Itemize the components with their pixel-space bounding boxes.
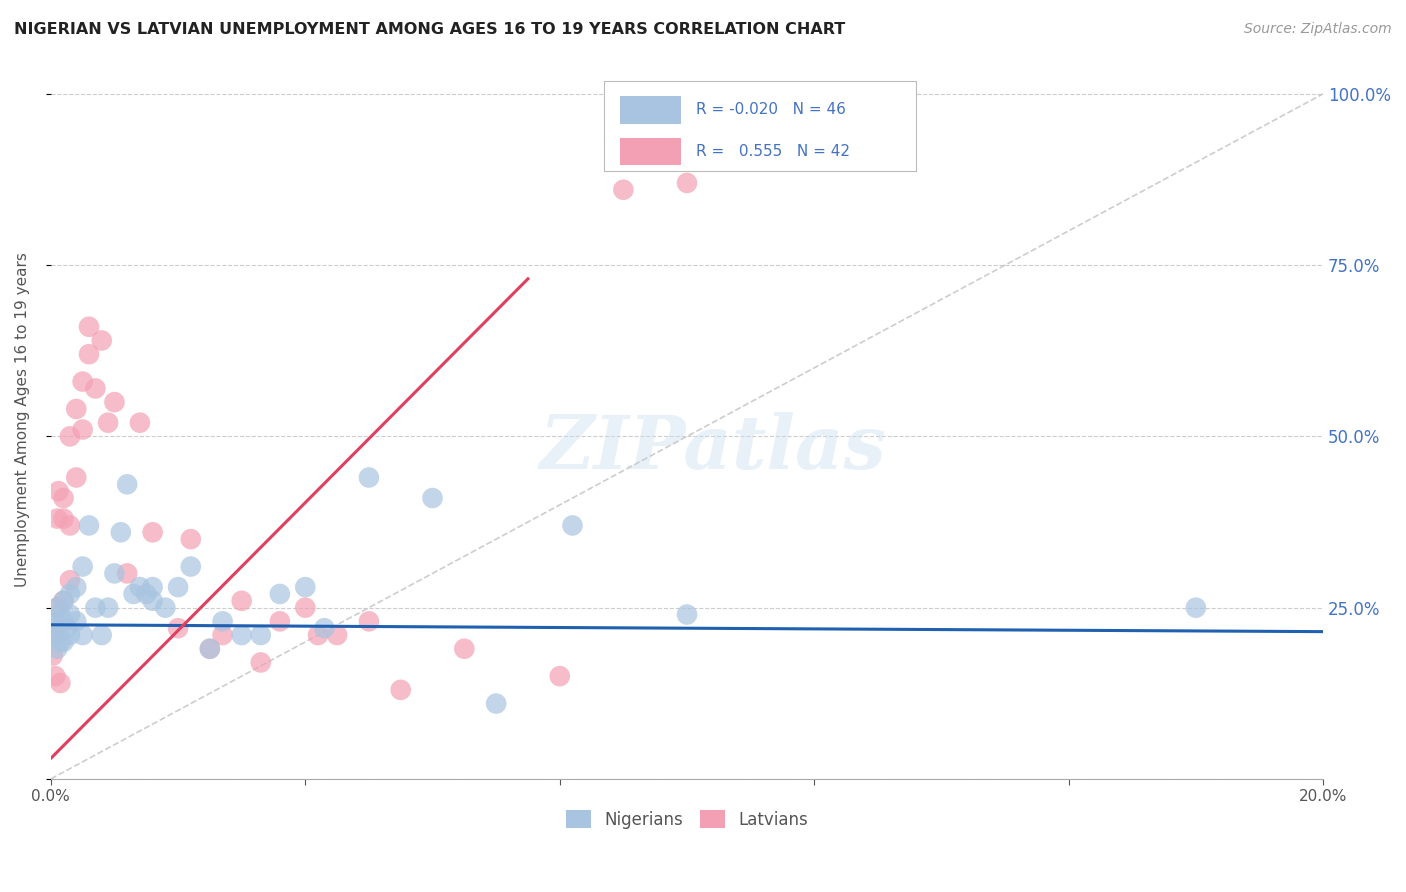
- Point: [49, 635, 72, 649]
- Point: [314, 621, 336, 635]
- Point: [72, 628, 94, 642]
- Point: [77, 518, 100, 533]
- Point: [307, 628, 329, 642]
- Text: Source: ZipAtlas.com: Source: ZipAtlas.com: [1244, 22, 1392, 37]
- Point: [231, 628, 253, 642]
- Point: [122, 587, 145, 601]
- Point: [294, 600, 316, 615]
- Point: [142, 594, 165, 608]
- FancyBboxPatch shape: [620, 137, 681, 165]
- Point: [59, 607, 82, 622]
- Point: [103, 566, 125, 581]
- Point: [42, 628, 65, 642]
- Point: [46, 511, 69, 525]
- Point: [59, 574, 82, 588]
- Point: [52, 594, 75, 608]
- Point: [90, 628, 112, 642]
- Point: [84, 600, 107, 615]
- Point: [44, 669, 66, 683]
- Point: [357, 470, 380, 484]
- Point: [326, 628, 349, 642]
- Point: [49, 607, 72, 622]
- Point: [135, 587, 157, 601]
- Point: [128, 580, 150, 594]
- Point: [485, 697, 508, 711]
- Text: ZIPatlas: ZIPatlas: [538, 412, 886, 484]
- Point: [142, 580, 165, 594]
- Point: [142, 525, 165, 540]
- Point: [167, 580, 190, 594]
- FancyBboxPatch shape: [605, 81, 915, 171]
- Point: [198, 641, 221, 656]
- Point: [389, 682, 412, 697]
- Text: R =   0.555   N = 42: R = 0.555 N = 42: [696, 144, 849, 159]
- Point: [612, 183, 634, 197]
- Point: [46, 600, 69, 615]
- Text: R = -0.020   N = 46: R = -0.020 N = 46: [696, 103, 846, 118]
- Point: [97, 600, 120, 615]
- Point: [72, 423, 94, 437]
- Point: [422, 491, 444, 505]
- Point: [46, 628, 69, 642]
- Point: [269, 615, 291, 629]
- Point: [84, 381, 107, 395]
- Point: [65, 580, 87, 594]
- Point: [59, 587, 82, 601]
- Point: [52, 491, 75, 505]
- Point: [77, 347, 100, 361]
- Point: [90, 334, 112, 348]
- Point: [155, 600, 177, 615]
- Point: [59, 518, 82, 533]
- Point: [72, 559, 94, 574]
- Point: [561, 518, 583, 533]
- Point: [269, 587, 291, 601]
- Point: [167, 621, 190, 635]
- FancyBboxPatch shape: [620, 96, 681, 124]
- Point: [46, 600, 69, 615]
- Y-axis label: Unemployment Among Ages 16 to 19 years: Unemployment Among Ages 16 to 19 years: [15, 252, 30, 587]
- Point: [453, 641, 475, 656]
- Point: [676, 176, 699, 190]
- Point: [115, 566, 138, 581]
- Point: [180, 559, 202, 574]
- Point: [65, 402, 87, 417]
- Point: [49, 676, 72, 690]
- Point: [72, 375, 94, 389]
- Point: [59, 628, 82, 642]
- Point: [128, 416, 150, 430]
- Point: [676, 607, 699, 622]
- Point: [65, 615, 87, 629]
- Point: [1185, 600, 1208, 615]
- Point: [231, 594, 253, 608]
- Point: [42, 648, 65, 663]
- Point: [249, 628, 271, 642]
- Point: [211, 628, 233, 642]
- Point: [97, 416, 120, 430]
- Point: [180, 532, 202, 546]
- Point: [77, 319, 100, 334]
- Point: [357, 615, 380, 629]
- Point: [211, 615, 233, 629]
- Point: [52, 635, 75, 649]
- Point: [55, 621, 77, 635]
- Point: [548, 669, 571, 683]
- Legend: Nigerians, Latvians: Nigerians, Latvians: [560, 804, 814, 835]
- Point: [52, 594, 75, 608]
- Point: [249, 656, 271, 670]
- Point: [65, 470, 87, 484]
- Point: [110, 525, 132, 540]
- Point: [48, 484, 70, 499]
- Point: [52, 511, 75, 525]
- Point: [115, 477, 138, 491]
- Point: [103, 395, 125, 409]
- Point: [44, 621, 66, 635]
- Text: NIGERIAN VS LATVIAN UNEMPLOYMENT AMONG AGES 16 TO 19 YEARS CORRELATION CHART: NIGERIAN VS LATVIAN UNEMPLOYMENT AMONG A…: [14, 22, 845, 37]
- Point: [294, 580, 316, 594]
- Point: [59, 429, 82, 443]
- Point: [52, 615, 75, 629]
- Point: [198, 641, 221, 656]
- Point: [42, 615, 65, 629]
- Point: [46, 641, 69, 656]
